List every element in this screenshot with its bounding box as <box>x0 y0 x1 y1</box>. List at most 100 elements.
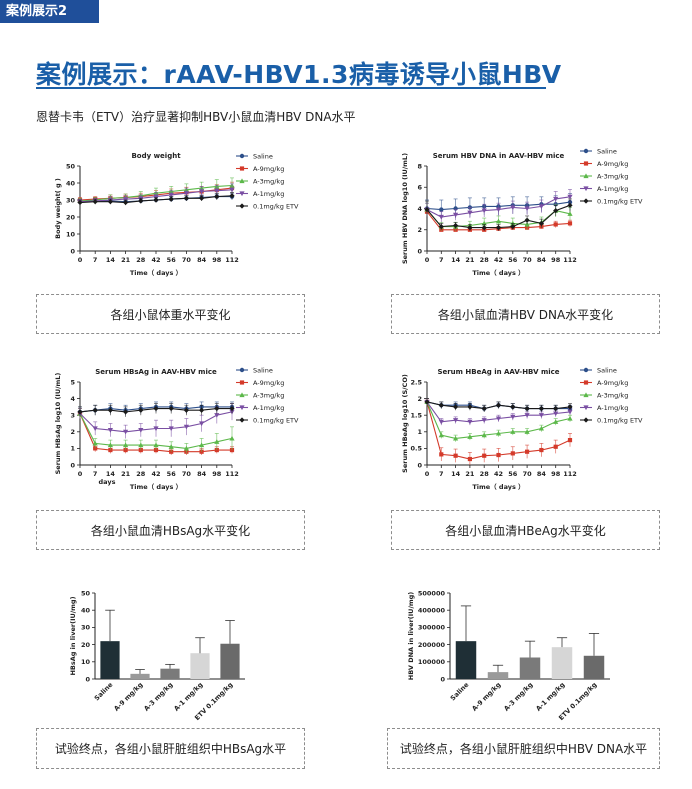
caption-body-weight: 各组小鼠体重水平变化 <box>36 294 305 334</box>
data-point <box>538 425 544 431</box>
x-tick-label: 98 <box>551 256 561 264</box>
data-point <box>168 426 174 432</box>
y-tick-label: 30 <box>66 196 76 204</box>
y-tick-label: 20 <box>66 213 76 221</box>
data-point <box>438 402 444 408</box>
data-point <box>453 212 459 218</box>
data-point <box>214 439 220 444</box>
x-tick-label: 21 <box>121 256 131 264</box>
x-axis-extra-label: days <box>99 478 116 486</box>
legend-marker <box>583 148 589 154</box>
legend-marker <box>239 392 245 398</box>
x-tick-label: 42 <box>494 256 503 264</box>
data-point <box>567 221 573 226</box>
hbsag-chart: Serum HBsAg in AAV-HBV mice 0 1 2 3 4 5 0 7 14 21 2… <box>54 366 299 491</box>
x-tick-label: 7 <box>93 470 98 478</box>
y-tick-label: 10 <box>66 230 76 238</box>
data-point <box>107 428 113 433</box>
data-point <box>168 444 174 449</box>
y-tick-label: 300000 <box>418 624 446 632</box>
data-point <box>524 206 530 212</box>
data-point <box>467 419 473 425</box>
data-point <box>524 429 530 434</box>
x-tick-label: 14 <box>106 256 116 264</box>
y-tick-label: 1 <box>417 428 422 436</box>
data-point <box>123 409 129 415</box>
x-tick-label: 7 <box>93 256 98 264</box>
data-point <box>123 429 129 435</box>
x-tick-label: 7 <box>439 256 444 264</box>
x-axis-label: Time（ days ） <box>472 483 524 491</box>
legend-marker <box>239 178 245 184</box>
bar <box>190 653 210 679</box>
data-point <box>510 205 516 211</box>
chart-title: Serum HBsAg in AAV-HBV mice <box>95 368 217 376</box>
bar <box>583 655 605 679</box>
data-point <box>467 456 472 462</box>
x-tick-label: 7 <box>439 470 444 478</box>
bar <box>160 668 180 679</box>
data-point <box>510 404 516 410</box>
legend-marker <box>583 173 589 179</box>
series-5 <box>77 191 235 206</box>
series-4 <box>424 398 573 426</box>
y-axis-label: Serum HBsAg log10 (IU/mL) <box>54 373 62 475</box>
x-tick-label: 70 <box>523 256 533 264</box>
page-title: 案例展示：rAAV-HBV1.3病毒诱导小鼠HBV <box>36 60 562 89</box>
y-tick-label: 100000 <box>418 658 446 666</box>
bar <box>130 673 150 679</box>
section-tag: 案例展示2 <box>0 0 99 23</box>
y-axis-label: Serum HBeAg log10 (S/CO) <box>401 374 409 473</box>
data-point <box>168 196 174 202</box>
x-tick-label: 42 <box>151 470 160 478</box>
legend-marker <box>239 191 245 197</box>
x-axis-label: Time（ days ） <box>130 483 182 491</box>
x-tick-label: 56 <box>167 470 177 478</box>
data-point <box>467 210 473 216</box>
legend-marker <box>239 405 245 411</box>
y-tick-label: 40 <box>81 607 91 615</box>
data-point <box>553 411 559 417</box>
bar <box>487 672 509 679</box>
data-point <box>168 405 174 412</box>
category-label: A-9 mg/kg <box>470 681 502 713</box>
legend-marker <box>583 380 589 385</box>
category-label: A-1 mg/kg <box>172 681 204 713</box>
data-point <box>567 202 573 208</box>
data-point <box>92 426 98 432</box>
data-point <box>183 424 189 430</box>
legend-marker <box>239 380 245 385</box>
legend-marker <box>583 405 589 411</box>
y-tick-label: 1 <box>70 445 75 453</box>
page-subtitle: 恩替卡韦（ETV）治疗显著抑制HBV小鼠血清HBV DNA水平 <box>36 110 356 124</box>
caption-liver-hbsag: 试验终点，各组小鼠肝脏组织中HBsAg水平 <box>36 728 305 769</box>
data-point <box>107 199 113 205</box>
x-tick-label: 42 <box>151 256 160 264</box>
data-point <box>438 432 444 438</box>
y-tick-label: 3 <box>70 412 75 420</box>
data-point <box>229 193 235 199</box>
data-point <box>510 451 515 456</box>
data-point <box>77 409 83 415</box>
y-axis-label: Serum HBV DNA log10 (IU/mL) <box>401 153 409 264</box>
data-point <box>453 453 458 458</box>
legend-marker <box>239 166 245 171</box>
legend-marker <box>239 367 245 373</box>
legend-label: A-9mg/kg <box>597 160 628 168</box>
legend-label: 0.1mg/kg ETV <box>597 416 643 424</box>
legend-label: A-9mg/kg <box>597 379 628 387</box>
data-point <box>199 189 205 195</box>
bar <box>551 647 573 679</box>
legend-label: Saline <box>253 366 273 374</box>
legend-label: A-3mg/kg <box>597 391 628 399</box>
title-underline <box>36 87 546 89</box>
x-tick-label: 112 <box>563 470 577 478</box>
x-tick-label: 98 <box>212 256 222 264</box>
legend-marker <box>239 417 245 423</box>
data-point <box>153 442 159 448</box>
legend-label: A-1mg/kg <box>597 404 628 412</box>
caption-hbsag: 各组小鼠血清HBsAg水平变化 <box>36 510 305 550</box>
data-point <box>467 434 473 439</box>
y-axis-label: HBsAg in liver(IU/mg) <box>69 596 77 675</box>
